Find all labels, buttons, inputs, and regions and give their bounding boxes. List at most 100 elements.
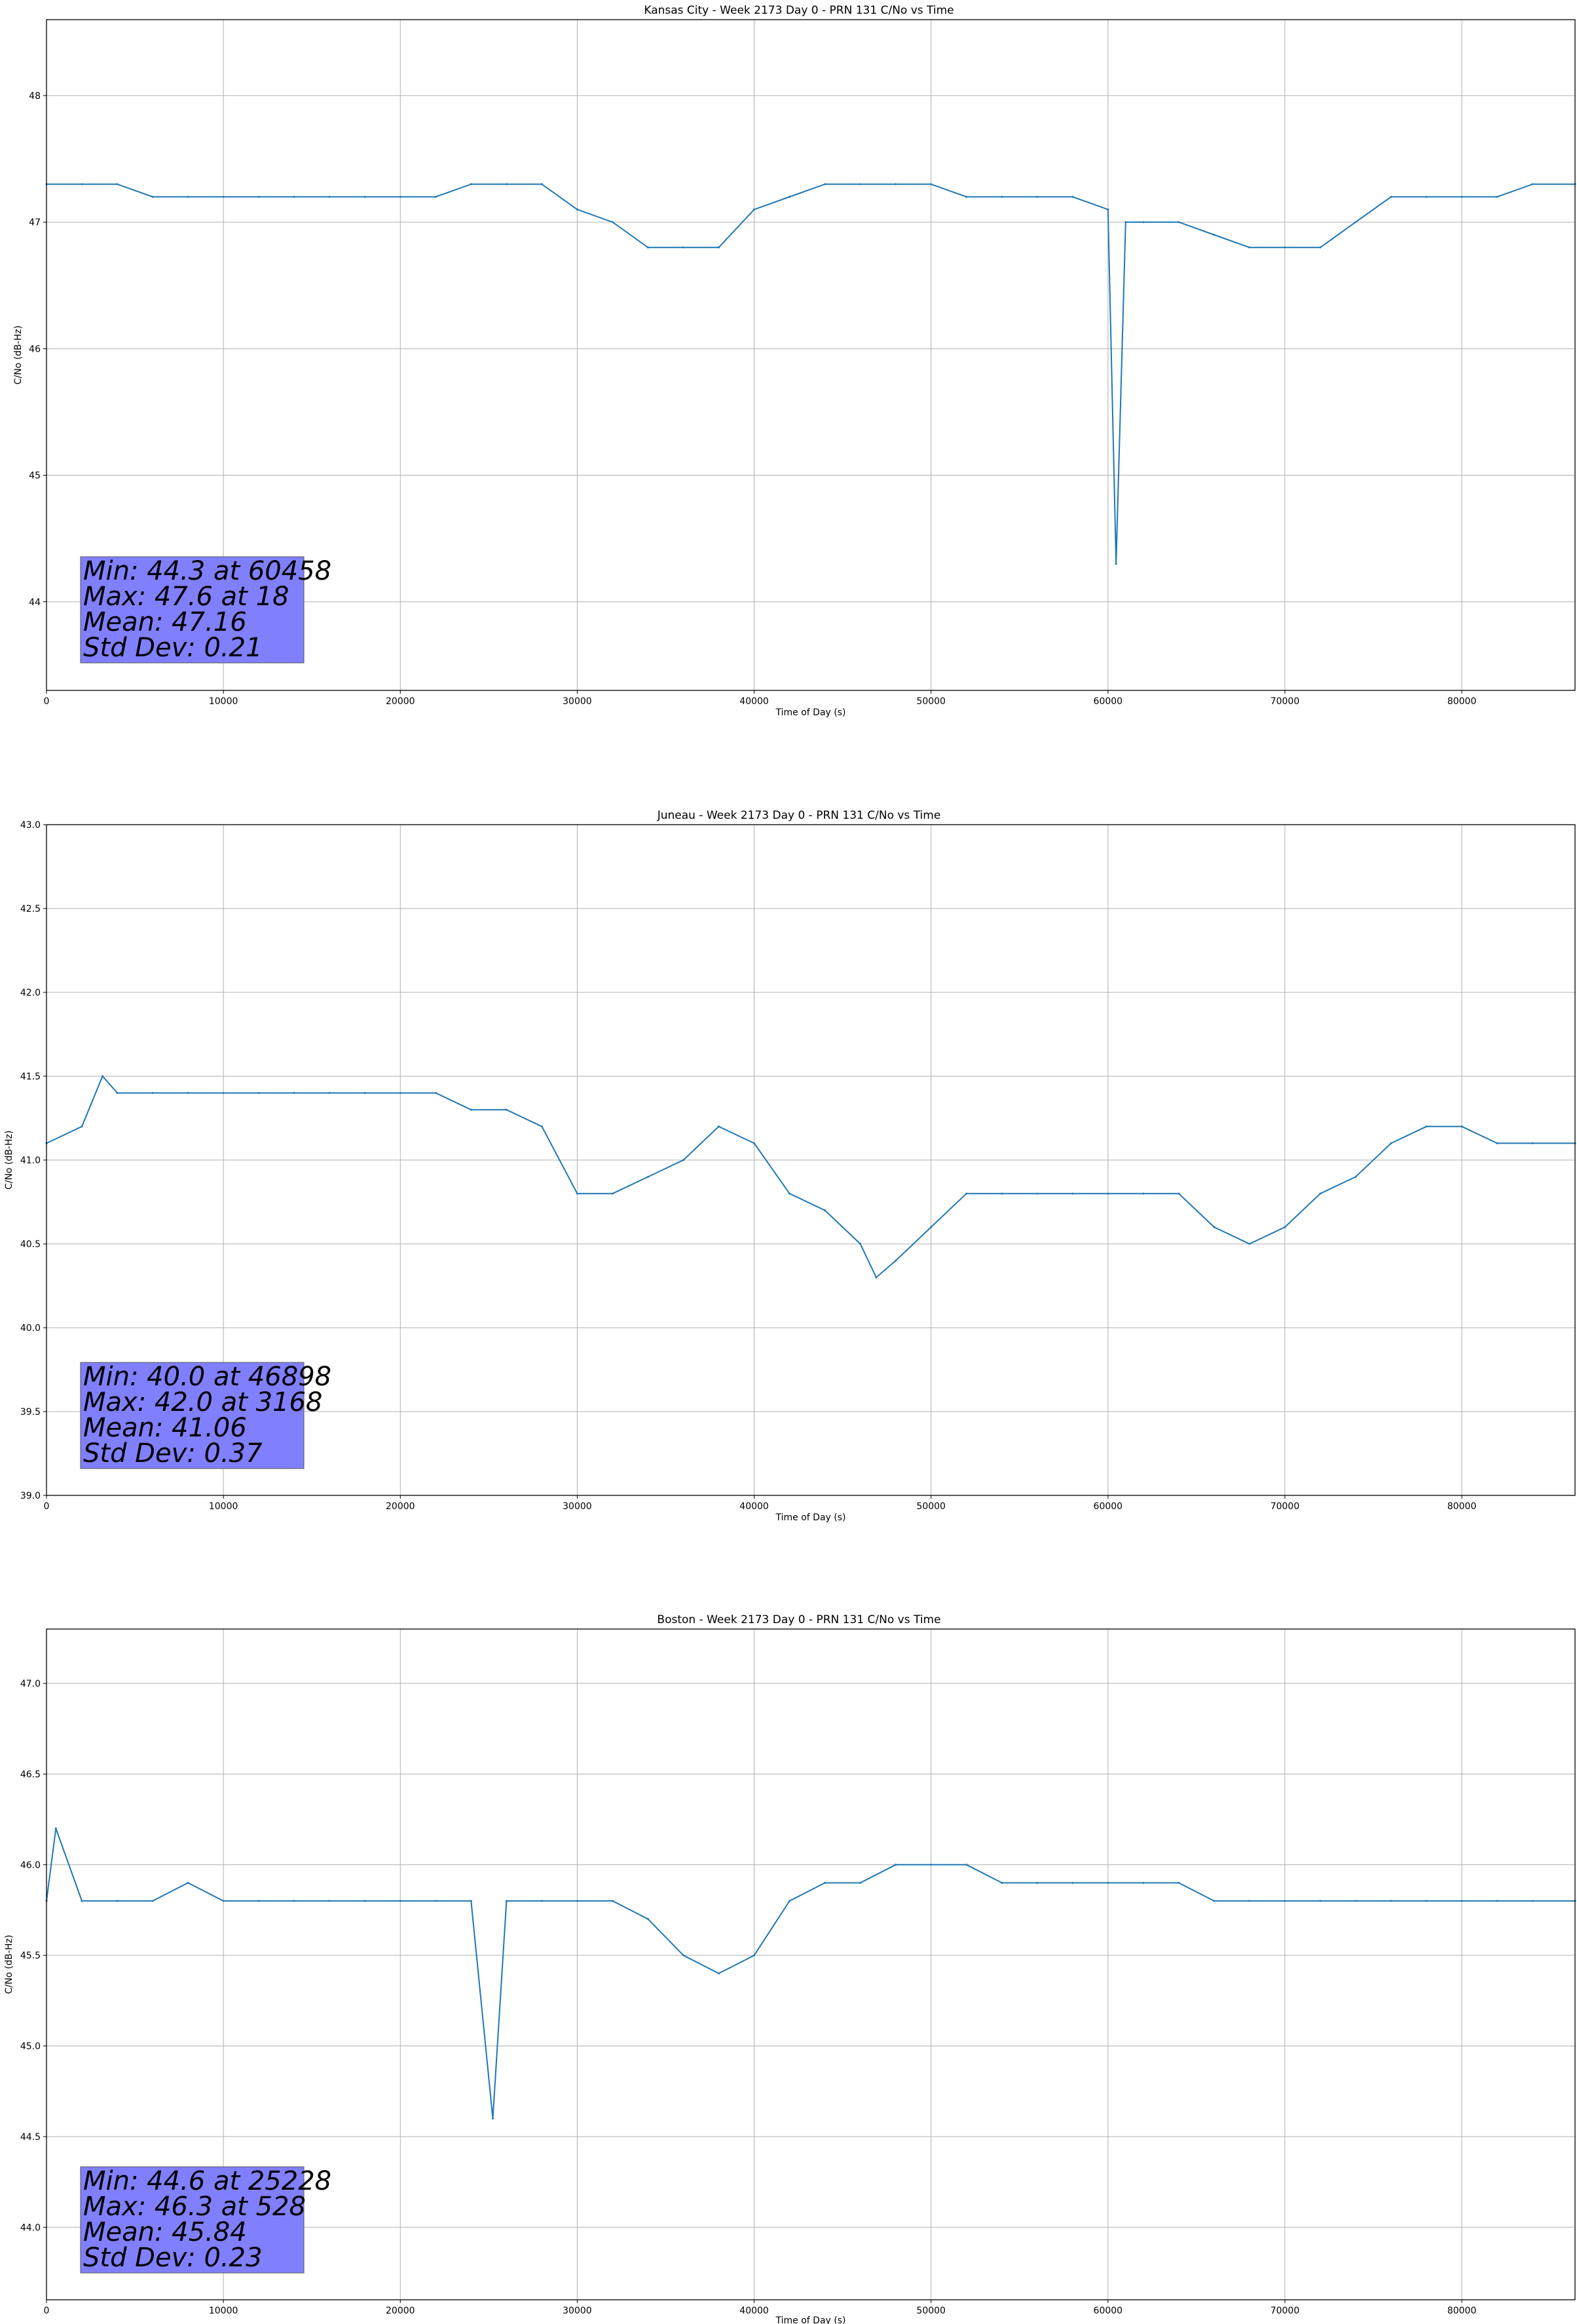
data-point — [257, 1900, 260, 1902]
y-tick-label: 44.0 — [20, 2222, 41, 2233]
data-point — [470, 1108, 472, 1111]
data-point — [1178, 1881, 1180, 1884]
y-tick-label: 41.0 — [20, 1155, 41, 1166]
data-point — [1213, 1900, 1215, 1902]
x-tick-label: 70000 — [1271, 696, 1300, 707]
y-axis-label: C/No (dB-Hz) — [4, 1935, 14, 1994]
data-point — [1390, 195, 1392, 198]
grid-lines — [46, 1629, 1575, 2300]
data-point — [116, 183, 119, 185]
data-point — [328, 1092, 331, 1095]
grid-lines — [46, 20, 1575, 690]
data-point — [1425, 1125, 1428, 1128]
data-point — [540, 1125, 543, 1128]
data-point — [1354, 1176, 1357, 1178]
stats-mean: Mean: 41.06 — [83, 1413, 247, 1443]
data-point — [611, 221, 614, 223]
stats-min: Min: 44.3 at 60458 — [83, 556, 331, 586]
data-point — [151, 1092, 154, 1095]
x-tick-label: 30000 — [563, 2306, 592, 2316]
data-point — [682, 1159, 684, 1161]
data-point — [1071, 1192, 1074, 1195]
data-point — [1284, 1226, 1286, 1228]
data-point — [363, 195, 366, 198]
data-point — [1036, 1881, 1039, 1884]
data-point — [116, 1092, 119, 1095]
data-point — [1115, 563, 1117, 565]
x-ticks: 0 10000 20000 30000 40000 50000 60000 70000 8000… — [44, 690, 1476, 707]
stats-mean: Mean: 47.16 — [83, 607, 247, 637]
plot-frame — [46, 1628, 1576, 2300]
data-point — [505, 183, 508, 185]
data-point — [399, 1092, 401, 1095]
y-tick-label: 46 — [29, 344, 41, 354]
x-tick-label: 20000 — [386, 696, 415, 707]
data-point — [646, 1176, 649, 1178]
data-point — [434, 195, 437, 198]
data-point — [293, 1092, 295, 1095]
data-point — [1319, 246, 1322, 249]
y-tick-label: 45.5 — [20, 1951, 41, 1961]
data-point — [965, 195, 968, 198]
x-tick-label: 0 — [44, 696, 50, 707]
data-point — [222, 1092, 225, 1095]
x-tick-label: 50000 — [916, 2306, 946, 2316]
y-tick-label: 42.0 — [20, 988, 41, 998]
stats-max: Max: 47.6 at 18 — [83, 582, 289, 612]
stats-box-background — [80, 556, 305, 664]
x-tick-label: 10000 — [209, 1501, 238, 1512]
data-point — [505, 1900, 508, 1902]
data-point — [1001, 1881, 1003, 1884]
x-tick-label: 20000 — [386, 2306, 415, 2316]
y-ticks: 39.0 39.5 40.0 40.5 41.0 41.5 42.0 42.5 43.0 — [20, 820, 46, 1501]
data-point — [1107, 1192, 1109, 1195]
series-line — [46, 1075, 1575, 1279]
data-point — [1142, 1192, 1145, 1195]
data-point — [222, 1900, 225, 1902]
data-point — [1390, 1142, 1392, 1144]
data-series — [45, 183, 1576, 565]
data-point — [54, 1827, 57, 1829]
data-point — [1496, 1142, 1498, 1144]
data-point — [753, 1954, 756, 1957]
x-tick-label: 40000 — [739, 1501, 769, 1512]
x-tick-label: 0 — [44, 2306, 50, 2316]
x-tick-label: 60000 — [1094, 696, 1123, 707]
x-tick-label: 70000 — [1271, 1501, 1300, 1512]
y-tick-label: 47.0 — [20, 1679, 41, 1689]
data-point — [576, 208, 578, 211]
data-point — [965, 1864, 968, 1866]
x-ticks: 0 10000 20000 30000 40000 50000 60000 70000 8000… — [44, 2300, 1476, 2316]
data-point — [1178, 1192, 1180, 1195]
stats-std-dev: Std Dev: 0.37 — [83, 1438, 263, 1469]
y-tick-label: 41.5 — [20, 1072, 41, 1082]
stats-box: Min: 44.6 at 25228 Max: 46.3 at 528 Mean… — [80, 2166, 331, 2274]
stats-mean: Mean: 45.84 — [83, 2217, 247, 2247]
data-point — [102, 1075, 104, 1078]
data-point — [1284, 246, 1286, 249]
data-point — [788, 195, 791, 198]
data-point — [1142, 1881, 1145, 1884]
data-point — [824, 1881, 826, 1884]
data-point — [257, 195, 260, 198]
y-tick-label: 43.0 — [20, 820, 41, 831]
data-point — [611, 1900, 614, 1902]
x-tick-label: 20000 — [386, 1501, 415, 1512]
data-point — [328, 1900, 331, 1902]
data-point — [187, 195, 189, 198]
y-tick-label: 45.0 — [20, 2042, 41, 2052]
data-point — [81, 1125, 83, 1128]
chart-title: Juneau - Week 2173 Day 0 - PRN 131 C/No … — [657, 809, 941, 822]
data-point — [682, 1954, 684, 1957]
data-series — [45, 1827, 1576, 2120]
data-point — [824, 1209, 826, 1212]
y-tick-label: 39.5 — [20, 1407, 41, 1417]
data-point — [540, 1900, 543, 1902]
x-tick-label: 40000 — [739, 696, 769, 707]
y-tick-label: 46.0 — [20, 1860, 41, 1871]
data-point — [646, 246, 649, 249]
stats-box: Min: 40.0 at 46898 Max: 42.0 at 3168 Mea… — [80, 1362, 331, 1469]
data-point — [1107, 1881, 1109, 1884]
data-point — [859, 1881, 862, 1884]
data-point — [753, 1142, 756, 1144]
